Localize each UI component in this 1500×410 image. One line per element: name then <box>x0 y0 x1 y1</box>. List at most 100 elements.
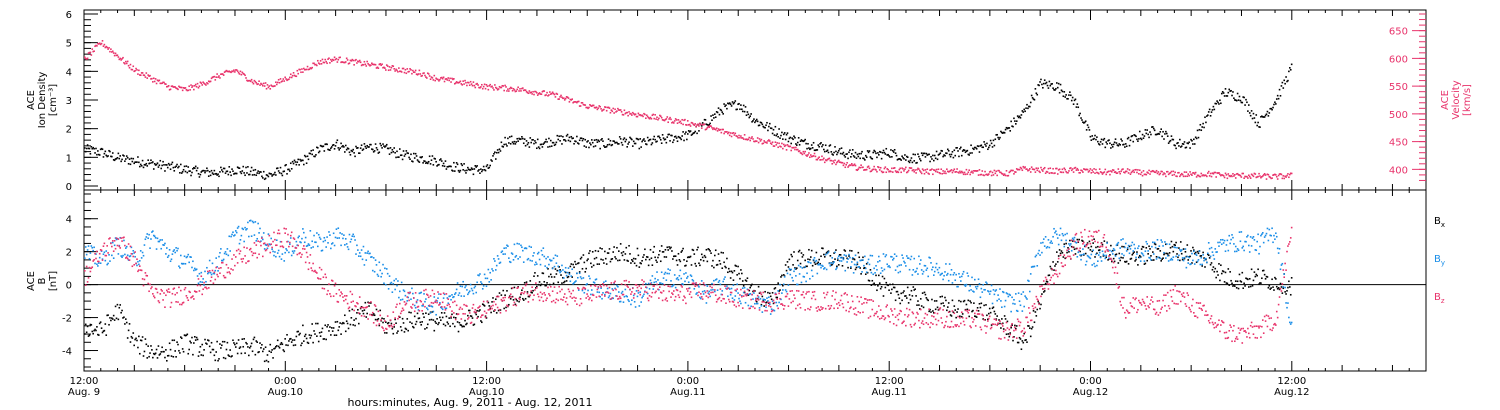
bx-point <box>293 339 296 341</box>
velocity-point <box>1140 171 1143 174</box>
by-point <box>619 300 622 303</box>
velocity-point <box>489 83 491 86</box>
by-point <box>399 299 402 301</box>
by-point <box>147 237 149 240</box>
density-point <box>384 146 386 148</box>
bx-point <box>446 321 449 323</box>
velocity-point <box>582 103 585 106</box>
velocity-point <box>1252 175 1255 178</box>
bx-point <box>952 311 955 314</box>
density-point <box>725 104 727 106</box>
by-point <box>576 272 578 275</box>
density-point <box>605 145 608 148</box>
density-point <box>1025 107 1027 109</box>
bx-point <box>601 247 603 250</box>
density-point <box>828 145 831 147</box>
velocity-point <box>410 69 412 71</box>
by-point <box>428 305 431 307</box>
bx-point <box>884 286 887 289</box>
bx-point <box>641 260 643 262</box>
velocity-point <box>470 83 473 85</box>
velocity-point <box>1109 173 1111 176</box>
density-point <box>847 157 849 160</box>
by-point <box>515 254 518 257</box>
density-point <box>1115 142 1118 144</box>
density-point <box>896 158 899 161</box>
by-point <box>463 295 465 297</box>
bx-point <box>225 348 228 351</box>
velocity-point <box>934 170 937 173</box>
by-point <box>316 245 319 248</box>
by-point <box>257 222 259 225</box>
velocity-point <box>1002 174 1005 177</box>
by-point <box>462 280 464 283</box>
by-point <box>513 243 516 246</box>
b-field-label-line: [nT] <box>48 271 59 291</box>
by-point <box>440 307 443 309</box>
velocity-point <box>1228 174 1231 177</box>
density-point <box>137 156 139 158</box>
by-point <box>262 238 264 241</box>
bx-point <box>978 302 981 305</box>
velocity-point <box>256 83 259 86</box>
velocity-point <box>840 161 843 164</box>
density-point <box>1033 98 1036 101</box>
by-point <box>406 300 409 302</box>
velocity-point <box>220 73 222 76</box>
density-point <box>166 166 169 169</box>
density-point <box>228 166 231 168</box>
density-point <box>324 143 327 146</box>
bx-point <box>139 339 142 342</box>
velocity-point <box>1180 172 1183 175</box>
velocity-point <box>966 173 969 175</box>
velocity-point <box>159 82 162 85</box>
density-point <box>1045 81 1048 84</box>
bx-point <box>862 256 864 259</box>
density-point <box>1052 87 1054 90</box>
velocity-point <box>1120 170 1122 173</box>
velocity-point <box>532 90 534 93</box>
bx-point <box>303 335 306 338</box>
bx-point <box>906 286 909 289</box>
density-point <box>286 173 288 175</box>
bx-point <box>846 257 848 260</box>
velocity-point <box>976 170 979 172</box>
velocity-point <box>766 142 768 144</box>
density-point <box>1289 68 1292 71</box>
density-point <box>436 165 438 167</box>
density-point <box>913 160 916 162</box>
bx-point <box>740 269 742 271</box>
bx-point <box>649 248 652 251</box>
bx-point <box>1172 250 1175 253</box>
density-point <box>367 146 369 148</box>
velocity-point <box>672 122 675 124</box>
by-point <box>324 239 327 242</box>
bx-point <box>263 360 266 363</box>
velocity-point <box>208 80 211 83</box>
density-point <box>611 143 614 146</box>
by-point <box>587 289 589 292</box>
by-point <box>508 257 510 259</box>
density-point <box>1078 114 1080 117</box>
by-point <box>186 255 189 258</box>
velocity-point <box>108 46 110 49</box>
density-point <box>1027 107 1029 110</box>
bx-point <box>582 254 585 256</box>
velocity-point <box>884 166 887 168</box>
velocity-point <box>626 111 628 114</box>
bx-point <box>1045 280 1048 283</box>
bx-point <box>947 302 950 304</box>
velocity-point <box>883 167 886 170</box>
velocity-point <box>448 79 450 82</box>
bx-point <box>1019 338 1022 340</box>
density-point <box>592 145 595 148</box>
velocity-point <box>494 84 496 86</box>
density-point <box>969 152 971 154</box>
velocity-point <box>1182 175 1185 178</box>
bx-point <box>1184 250 1187 253</box>
velocity-point <box>1139 173 1142 176</box>
velocity-point <box>549 91 551 93</box>
by-point <box>211 262 214 265</box>
density-point <box>569 140 572 143</box>
bx-point <box>550 276 553 278</box>
